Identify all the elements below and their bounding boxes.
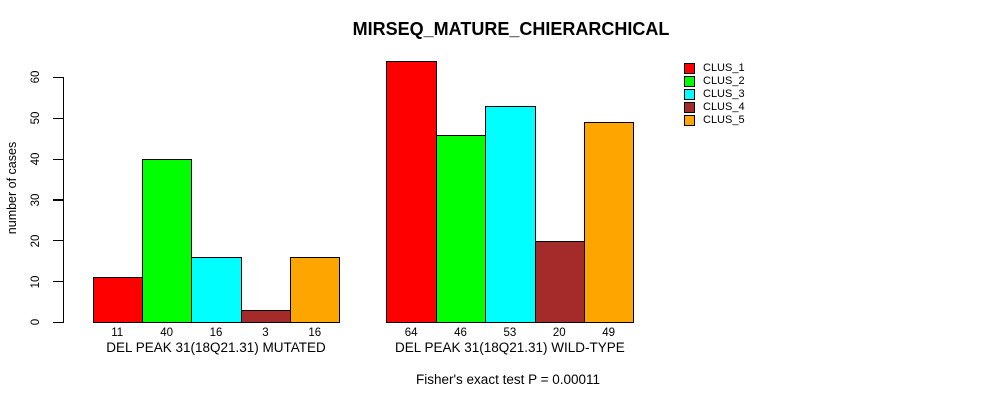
x-group-label-2: DEL PEAK 31(18Q21.31) WILD-TYPE (394, 340, 625, 355)
bar-value-label: 53 (503, 327, 517, 339)
y-tick-label-50: 50 (30, 111, 42, 125)
bar-clus_3-group2 (485, 105, 536, 324)
bar-clus_1-group1 (92, 277, 143, 324)
bar-value-label: 3 (262, 327, 269, 339)
legend-label: CLUS_4 (703, 101, 745, 114)
bar-clus_5-group2 (584, 122, 635, 324)
chart-title: MIRSEQ_MATURE_CHIERARCHICAL (352, 19, 670, 39)
legend-label: CLUS_3 (703, 87, 745, 100)
legend-swatch-clus_1 (684, 62, 695, 74)
bar-value-label: 49 (602, 327, 616, 339)
bar-value-label: 20 (552, 327, 566, 339)
legend-swatch-clus_5 (684, 115, 695, 127)
legend-item-clus_4: CLUS_4 (684, 101, 745, 114)
bar-clus_3-group1 (191, 257, 242, 324)
bar-clus_5-group1 (290, 257, 341, 324)
y-tick-40 (53, 158, 63, 160)
bar-clus_2-group2 (435, 134, 487, 324)
y-tick-label-0: 0 (30, 319, 42, 326)
y-tick-label-30: 30 (30, 193, 42, 207)
bar-clus_1-group2 (386, 61, 437, 324)
y-tick-label-60: 60 (30, 70, 42, 84)
legend-swatch-clus_3 (684, 88, 695, 100)
y-axis-label: number of cases (5, 141, 19, 235)
y-axis-line (63, 77, 65, 324)
legend-label: CLUS_5 (703, 114, 745, 127)
bar-clus_4-group1 (240, 310, 292, 324)
fisher-test-caption: Fisher's exact test P = 0.00011 (415, 372, 601, 387)
y-tick-30 (53, 199, 63, 201)
legend: CLUS_1 CLUS_2 CLUS_3 CLUS_4 CLUS_5 (684, 62, 745, 128)
legend-swatch-clus_4 (684, 102, 695, 114)
y-tick-60 (53, 76, 63, 79)
legend-item-clus_2: CLUS_2 (684, 75, 745, 88)
legend-item-clus_5: CLUS_5 (684, 114, 745, 127)
bar-value-label: 40 (160, 327, 173, 339)
y-tick-label-40: 40 (30, 152, 42, 166)
x-group-label-1: DEL PEAK 31(18Q21.31) MUTATED (106, 340, 326, 355)
y-tick-0 (53, 321, 63, 324)
legend-swatch-clus_2 (684, 75, 695, 87)
legend-item-clus_3: CLUS_3 (684, 88, 745, 101)
y-tick-10 (53, 281, 63, 283)
y-tick-label-10: 10 (30, 275, 42, 288)
bar-clus_4-group2 (534, 240, 585, 324)
bar-clus_2-group1 (141, 159, 193, 324)
bar-value-label: 16 (209, 327, 223, 339)
bar-value-label: 16 (308, 327, 322, 339)
bar-value-label: 64 (404, 327, 418, 339)
bar-value-label: 46 (454, 327, 467, 339)
legend-label: CLUS_1 (703, 61, 745, 74)
legend-item-clus_1: CLUS_1 (684, 62, 745, 75)
legend-label: CLUS_2 (703, 74, 745, 87)
bar-value-label: 11 (111, 327, 124, 339)
y-tick-20 (53, 240, 63, 242)
y-tick-label-20: 20 (30, 234, 42, 248)
y-tick-50 (53, 117, 63, 119)
